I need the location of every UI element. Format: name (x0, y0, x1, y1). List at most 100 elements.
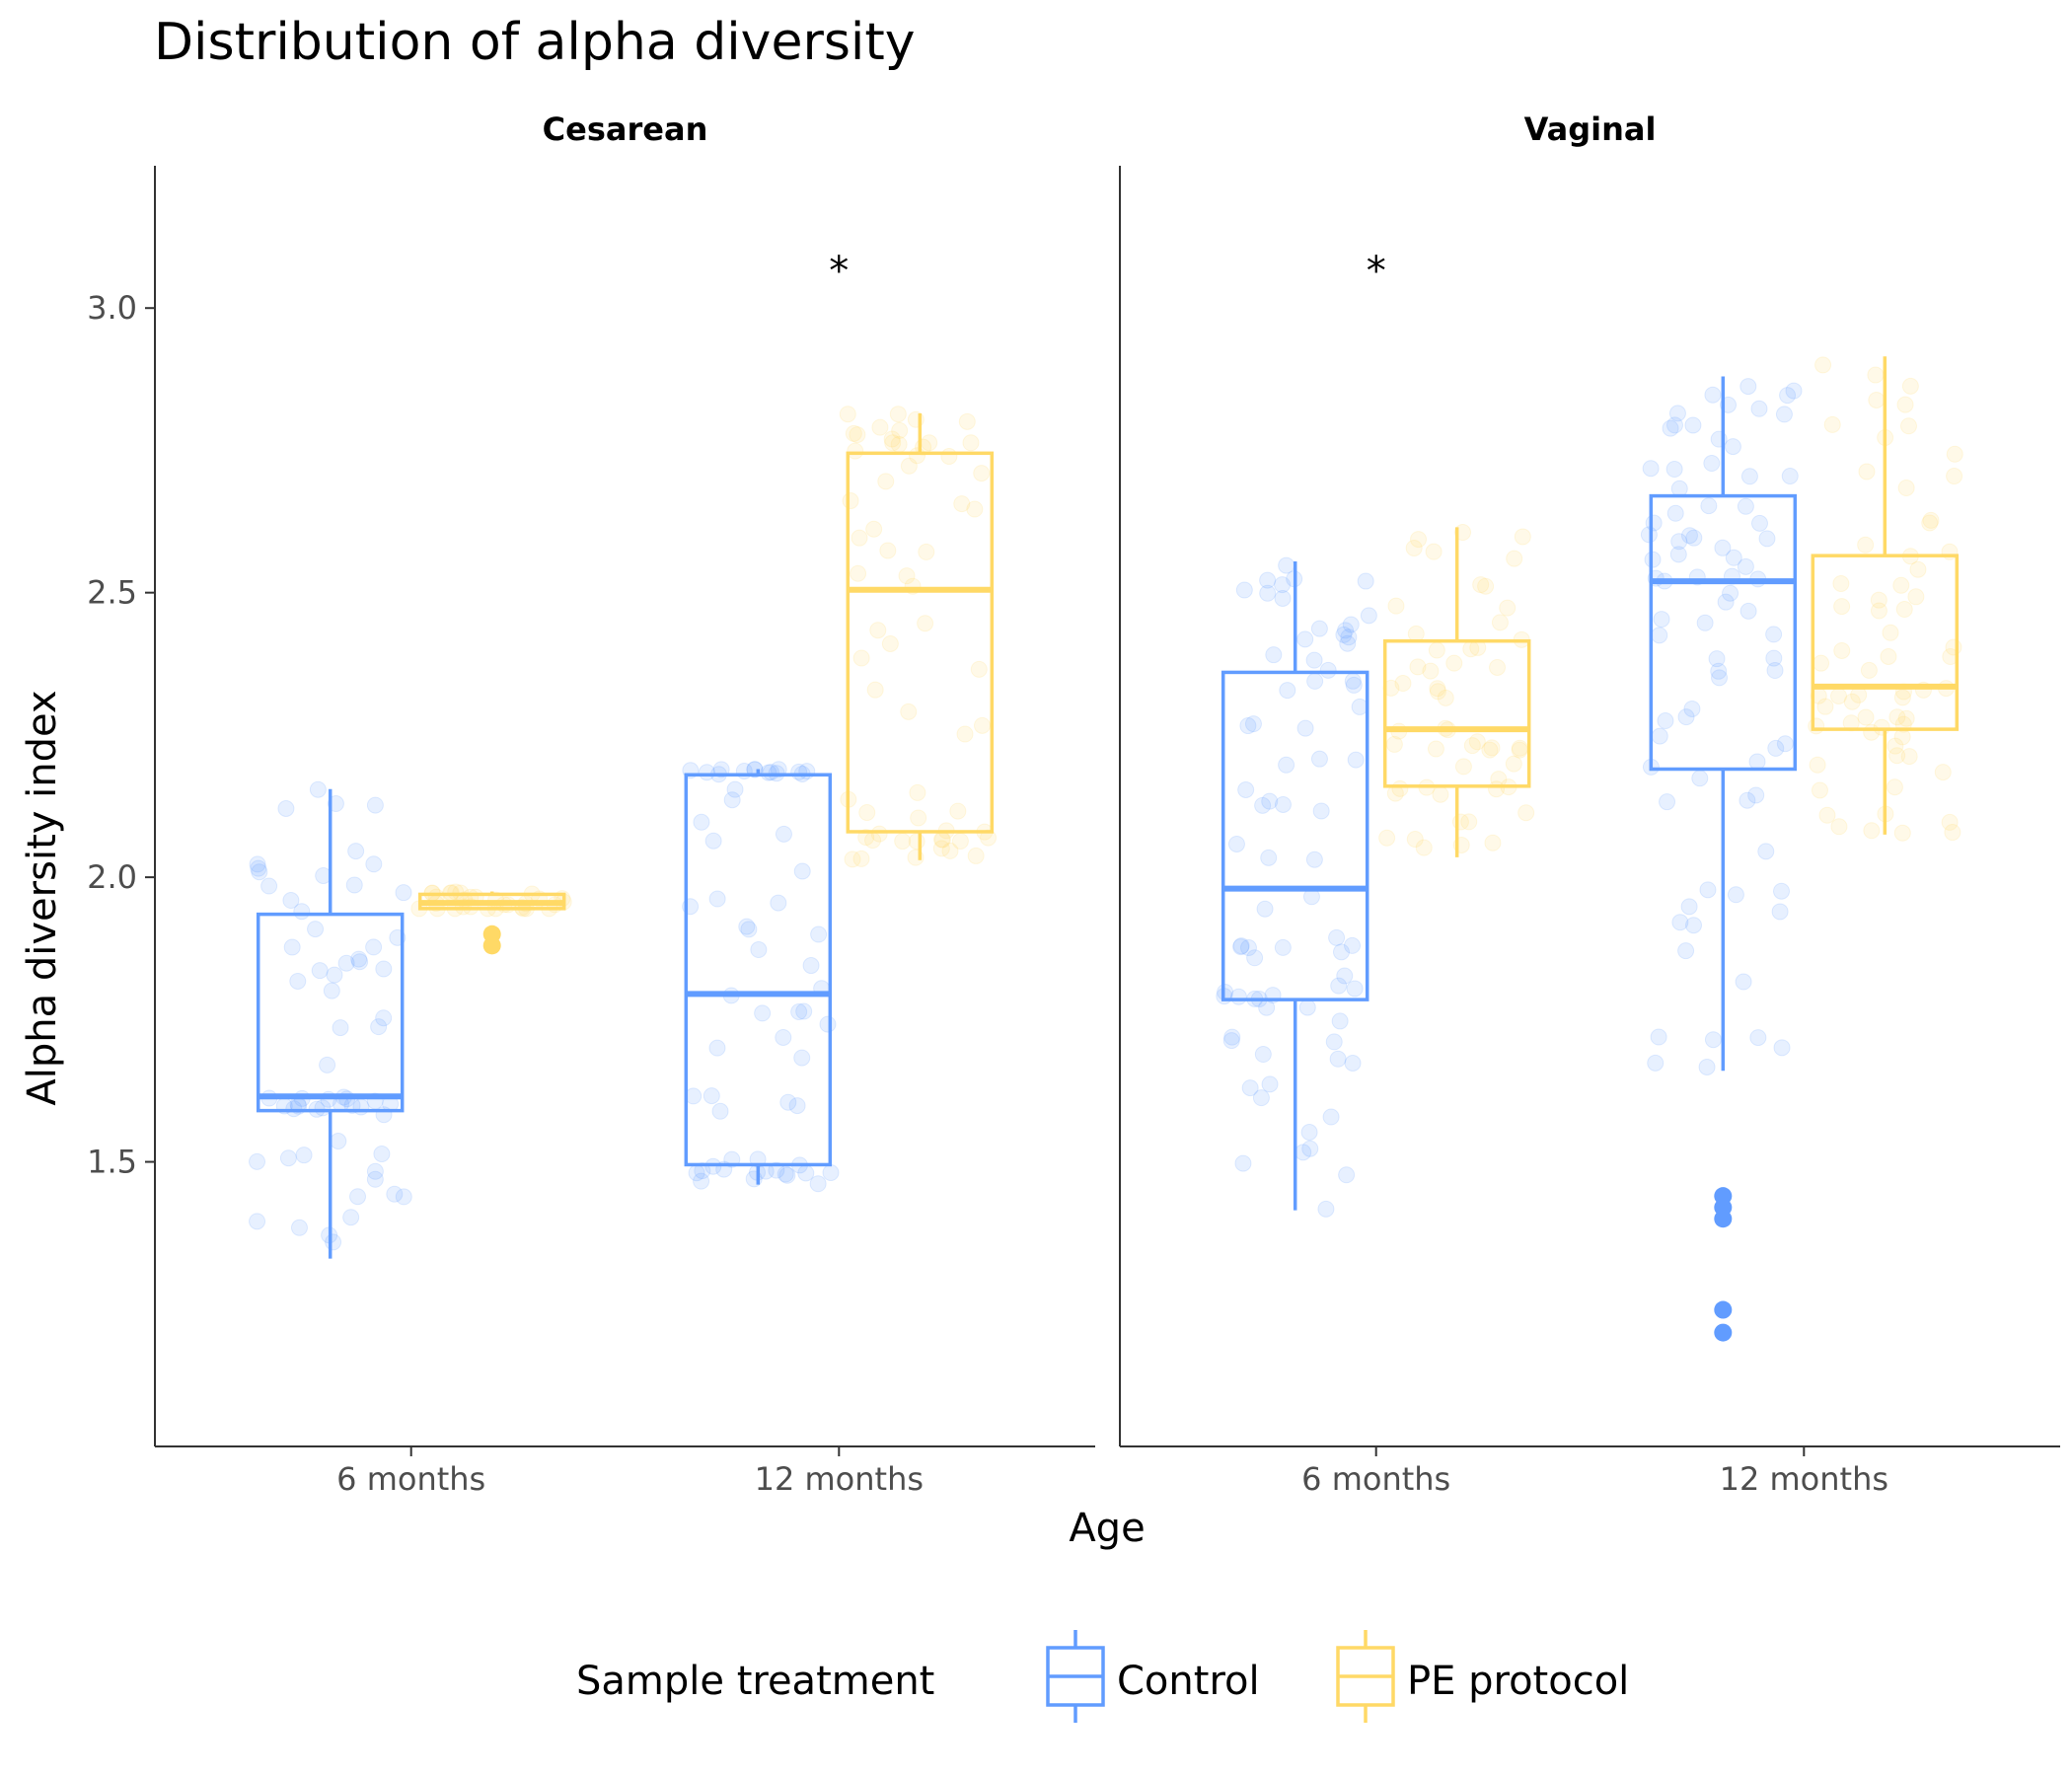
jitter-point (1662, 419, 1679, 437)
jitter-point (1260, 849, 1278, 866)
y-tick-label: 2.0 (87, 858, 137, 896)
box-iqr (1649, 493, 1798, 772)
jitter-point (909, 783, 926, 801)
jitter-point (1860, 661, 1878, 679)
box-group (839, 406, 998, 868)
box-group (249, 780, 412, 1259)
jitter-point (373, 1146, 391, 1163)
jitter-point (1429, 680, 1446, 698)
jitter-point (1428, 641, 1445, 659)
jitter-point (1462, 640, 1480, 658)
jitter-point (871, 418, 889, 436)
jitter-point (1704, 1031, 1722, 1049)
jitter-point (1252, 1089, 1270, 1107)
jitter-point (1775, 406, 1793, 423)
jitter-point (1339, 634, 1357, 652)
jitter-point (1317, 1200, 1335, 1218)
jitter-point (1698, 1059, 1716, 1076)
jitter-point (1239, 939, 1257, 957)
jitter-point (1346, 980, 1364, 998)
jitter-point (1295, 1144, 1312, 1161)
jitter-point (1454, 524, 1472, 542)
jitter-point (366, 1170, 384, 1188)
x-tick-label: 12 months (755, 1460, 924, 1498)
panel-vaginal: Vaginal 6 months 12 months * (1119, 111, 2060, 1498)
jitter-point (1882, 624, 1899, 641)
jitter-point (1814, 356, 1832, 374)
jitter-point (1703, 455, 1721, 473)
box-group (1808, 356, 1963, 842)
jitter-point (1357, 572, 1374, 590)
jitter-point (326, 966, 343, 984)
box-iqr (1382, 638, 1531, 788)
jitter-point (1722, 584, 1739, 602)
jitter-point (1296, 719, 1314, 737)
jitter-point (775, 1028, 792, 1046)
significance-marker: * (829, 249, 849, 294)
jitter-point (1941, 813, 1959, 831)
jitter-point (1345, 676, 1363, 694)
jitter-point (1669, 546, 1687, 563)
jitter-point (851, 529, 868, 547)
jitter-point (760, 764, 777, 781)
jitter-point (332, 1019, 349, 1037)
jitter-point (852, 649, 870, 667)
jitter-point (249, 855, 266, 873)
jitter-point (1499, 599, 1517, 617)
jitter-point (365, 938, 383, 956)
box-iqr (1221, 670, 1369, 1001)
jitter-point (1749, 1029, 1767, 1047)
jitter-point (932, 840, 950, 857)
jitter-point (844, 851, 861, 868)
jitter-point (1274, 938, 1292, 956)
legend-label: PE protocol (1407, 1659, 1629, 1704)
jitter-point (1671, 914, 1689, 931)
x-tick-label: 6 months (1301, 1460, 1450, 1498)
jitter-point (1344, 1054, 1362, 1072)
jitter-point (877, 473, 895, 490)
jitter-point (1445, 654, 1463, 672)
jitter-point (1773, 1039, 1791, 1057)
jitter-point (770, 894, 787, 912)
jitter-point (1696, 614, 1714, 631)
jitter-point (1897, 709, 1915, 727)
jitter-point (879, 542, 897, 559)
jitter-point (347, 843, 365, 860)
jitter-point (883, 430, 901, 448)
jitter-point (775, 825, 792, 843)
panel-strip-label: Cesarean (543, 111, 708, 148)
jitter-point (1944, 824, 1961, 842)
jitter-point (1256, 900, 1274, 918)
jitter-point (1279, 682, 1296, 700)
jitter-point (1765, 649, 1783, 667)
jitter-point (900, 703, 918, 720)
significance-marker: * (1367, 249, 1386, 294)
legend-title: Sample treatment (576, 1659, 934, 1704)
jitter-point (1666, 504, 1684, 522)
jitter-point (1305, 851, 1323, 868)
jitter-point (295, 1147, 313, 1164)
jitter-point (1863, 822, 1881, 840)
jitter-point (1680, 898, 1698, 916)
jitter-point (249, 1152, 266, 1170)
jitter-point (847, 442, 864, 460)
jitter-point (1451, 813, 1469, 831)
jitter-point (1665, 416, 1683, 434)
jitter-point (1684, 416, 1702, 434)
jitter-point (870, 825, 888, 843)
jitter-point (1241, 1079, 1259, 1097)
jitter-point (1900, 748, 1918, 766)
jitter-point (285, 1100, 303, 1118)
jitter-point (375, 960, 393, 978)
jitter-point (900, 457, 918, 475)
jitter-point (723, 791, 741, 809)
legend-item: Control (1046, 1630, 1260, 1723)
jitter-point (889, 406, 907, 423)
jitter-point (1747, 786, 1765, 804)
jitter-point (1422, 662, 1440, 680)
jitter-point (1767, 739, 1785, 757)
jitter-point (1921, 514, 1939, 532)
box-iqr (684, 773, 833, 1167)
y-tick-label: 3.0 (87, 289, 137, 327)
jitter-point (1740, 468, 1758, 485)
